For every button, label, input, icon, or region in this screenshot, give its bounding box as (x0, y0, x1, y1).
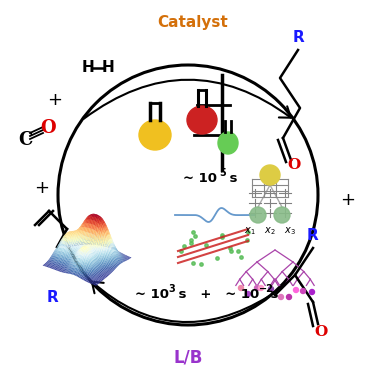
Text: ~ 10: ~ 10 (135, 288, 169, 302)
Point (203, 242, 209, 248)
Text: $x_2$: $x_2$ (264, 225, 276, 237)
Circle shape (268, 286, 273, 291)
Text: +: + (48, 91, 63, 109)
Point (192, 233, 198, 239)
FancyArrowPatch shape (92, 282, 269, 322)
Point (190, 260, 196, 266)
Point (181, 243, 187, 249)
Circle shape (238, 285, 243, 291)
Text: R: R (307, 228, 319, 243)
Text: s: s (266, 288, 279, 302)
Circle shape (250, 207, 266, 223)
Point (219, 234, 225, 240)
Text: 3: 3 (168, 284, 175, 294)
Ellipse shape (139, 120, 171, 150)
Text: L/B: L/B (173, 349, 202, 367)
Point (188, 237, 194, 243)
Circle shape (274, 207, 290, 223)
Circle shape (309, 290, 315, 294)
Circle shape (279, 294, 284, 300)
Circle shape (258, 285, 264, 291)
Text: $x_3$: $x_3$ (284, 225, 296, 237)
Point (214, 255, 220, 261)
Circle shape (294, 288, 298, 292)
Text: H: H (82, 60, 94, 75)
Text: R: R (292, 30, 304, 45)
FancyArrowPatch shape (84, 80, 291, 119)
Text: ~ 10: ~ 10 (183, 171, 217, 184)
Text: +: + (340, 191, 356, 209)
Text: H: H (102, 60, 114, 75)
Text: R: R (47, 291, 59, 306)
Circle shape (246, 291, 250, 297)
Circle shape (300, 288, 306, 294)
Point (188, 240, 194, 246)
Circle shape (286, 294, 291, 300)
Point (238, 255, 244, 261)
Circle shape (260, 165, 280, 185)
Point (178, 248, 184, 254)
Text: O: O (314, 325, 328, 339)
Point (219, 232, 225, 238)
Text: s   +   ~ 10: s + ~ 10 (174, 288, 259, 302)
Text: $x_1$: $x_1$ (244, 225, 256, 237)
Circle shape (255, 285, 260, 291)
Text: s: s (225, 171, 237, 184)
Ellipse shape (218, 132, 238, 154)
Text: C: C (18, 131, 32, 149)
Text: Catalyst: Catalyst (158, 15, 228, 30)
Point (235, 248, 241, 254)
Ellipse shape (187, 106, 217, 134)
Point (245, 229, 251, 235)
Point (228, 248, 234, 254)
Text: O: O (40, 119, 56, 137)
Point (190, 229, 196, 235)
Text: −2: −2 (259, 284, 274, 294)
Point (226, 245, 232, 251)
Text: O: O (287, 158, 301, 172)
Point (198, 261, 204, 267)
Text: +: + (34, 179, 50, 197)
Point (243, 237, 249, 243)
Text: 5: 5 (219, 168, 226, 178)
